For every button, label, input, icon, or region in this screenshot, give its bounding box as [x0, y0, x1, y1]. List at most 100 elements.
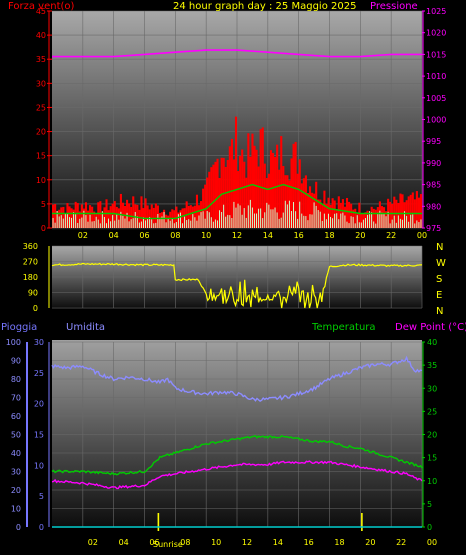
wind-gust-bar	[391, 203, 394, 228]
wind-low-bar	[245, 217, 247, 228]
wind-low-bar	[225, 216, 227, 228]
top-x-tick-label: 00	[417, 231, 427, 240]
direction-grid	[52, 245, 423, 309]
wind-low-bar	[367, 214, 369, 228]
wind-gust-bar	[173, 210, 176, 228]
wind-gust-bar	[278, 169, 281, 228]
wind-gust-bar	[286, 175, 289, 228]
bottom-x-tick-label: 14	[273, 538, 283, 547]
top-x-tick-label: 14	[263, 231, 273, 240]
wind-gust-bar	[243, 161, 246, 228]
wind-gust-bar	[323, 190, 326, 228]
wind-low-bar	[301, 213, 303, 228]
wind-gust-bar	[220, 157, 223, 228]
wind-low-bar	[323, 213, 325, 228]
wind-gust-bar	[245, 177, 248, 228]
pressure-line	[52, 49, 422, 58]
humidity-tick-label: 40	[11, 449, 21, 458]
wind-low-bar	[332, 218, 334, 228]
wind-gust-bar	[253, 145, 256, 228]
wind-gust-bar	[232, 159, 236, 228]
wind-low-bar	[256, 213, 258, 228]
pressure-tick-label: 1000	[426, 116, 446, 125]
wind-low-bar	[381, 212, 383, 228]
wind-low-bar	[216, 220, 218, 228]
wind-low-bar	[190, 220, 192, 228]
wind-low-bar	[282, 212, 284, 228]
wind-low-bar	[317, 210, 319, 228]
top-x-tick-label: 20	[355, 231, 365, 240]
wind-low-bar	[153, 223, 155, 228]
bottom-x-tick-label: 08	[180, 538, 190, 547]
temperature-line	[51, 434, 423, 476]
wind-low-bar	[399, 218, 401, 228]
wind-gust-bar	[267, 173, 270, 228]
wind-gust-bar	[259, 129, 262, 228]
wind-low-bar	[116, 214, 118, 228]
wind-low-bar	[68, 217, 70, 228]
direction-tick-label: 0	[33, 304, 38, 313]
humidity-tick-label: 10	[11, 505, 21, 514]
rain-tick-label: 5	[39, 492, 44, 501]
wind-gust-bar	[234, 116, 238, 228]
wind-low-bar	[58, 216, 60, 228]
wind-gust-bar	[99, 201, 102, 228]
wind-gust-bar	[271, 152, 275, 228]
rain-tick-label: 0	[39, 523, 44, 532]
wind-gust-bar	[208, 171, 211, 228]
bottom-x-tick-label: 22	[396, 538, 406, 547]
wind-low-bar	[260, 208, 262, 228]
wind-gust-bar	[154, 203, 157, 228]
temperature-tick-label: 35	[427, 361, 437, 370]
wind-tick-label: 10	[36, 176, 46, 185]
humidity-tick-label: 50	[11, 431, 21, 440]
wind-gust-bar	[304, 175, 307, 228]
wind-gust-bar	[350, 203, 353, 228]
wind-gust-bar	[255, 149, 258, 228]
wind-low-bar	[344, 215, 346, 228]
wind-gust-bar	[189, 205, 192, 228]
wind-low-bar	[124, 218, 126, 228]
wind-low-bar	[91, 221, 93, 228]
temperature-tick-label: 15	[427, 454, 437, 463]
pressure-tick-label: 985	[426, 181, 441, 190]
wind-gust-bar	[113, 201, 116, 228]
pressure-axis-title: Pressione	[370, 1, 418, 12]
temperature-tick-label: 30	[427, 384, 437, 393]
temperature-tick-label: 0	[427, 523, 432, 532]
wind-low-bar	[280, 217, 282, 228]
wind-low-bar	[395, 222, 397, 228]
wind-gust-bar	[93, 211, 96, 228]
wind-low-bar	[410, 214, 412, 228]
pressure-tick-label: 1005	[426, 94, 446, 103]
wind-gust-bar	[358, 202, 361, 228]
wind-tick-label: 0	[41, 224, 46, 233]
wind-gust-bar	[216, 158, 219, 228]
wind-low-bar	[227, 214, 229, 228]
wind-low-bar	[303, 215, 305, 228]
temperature-tick-label: 25	[427, 407, 437, 416]
wind-low-bar	[412, 214, 414, 228]
wind-low-bar	[274, 207, 276, 228]
wind-low-bar	[266, 202, 268, 228]
temperature-tick-label: 40	[427, 338, 437, 347]
wind-low-bar	[360, 222, 362, 228]
wind-low-bar	[293, 202, 295, 228]
chart-title: 24 hour graph day : 25 Maggio 2025	[173, 1, 356, 12]
wind-low-bar	[391, 219, 393, 228]
wind-gust-bar	[274, 156, 277, 228]
wind-gust-bar	[204, 184, 207, 228]
wind-gust-bar	[411, 192, 414, 228]
wind-tick-label: 45	[36, 7, 46, 16]
wind-gust-bar	[294, 141, 297, 228]
wind-gust-bar	[202, 188, 205, 228]
wind-low-bar	[401, 219, 403, 228]
wind-tick-label: 30	[36, 79, 46, 88]
wind-gust-bar	[241, 149, 244, 228]
wind-low-bar	[327, 213, 329, 228]
wind-low-bar	[249, 199, 251, 228]
wind-low-bar	[128, 221, 130, 228]
wind-gust-bar	[290, 158, 293, 228]
humidity-axis-title: Umidita	[66, 322, 105, 333]
wind-direction-line	[51, 262, 423, 309]
